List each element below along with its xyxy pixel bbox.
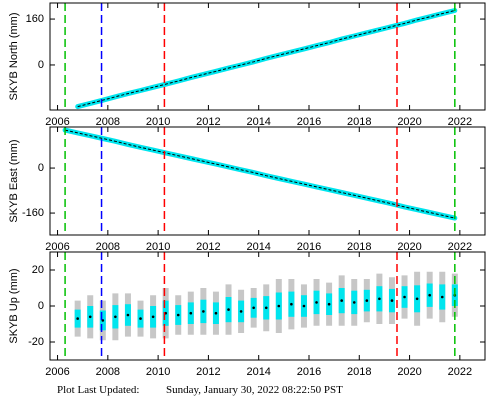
x-tick-label: 2006 bbox=[45, 116, 69, 128]
x-tick-label: 2018 bbox=[347, 116, 371, 128]
x-tick-label: 2010 bbox=[146, 116, 170, 128]
x-tick-label: 2020 bbox=[397, 366, 421, 378]
y-tick-label: -160 bbox=[22, 207, 44, 219]
x-tick-label: 2022 bbox=[448, 366, 472, 378]
trend-point bbox=[126, 313, 130, 317]
x-tick-label: 2018 bbox=[347, 366, 371, 378]
x-tick-label: 2010 bbox=[146, 241, 170, 253]
x-tick-label: 2006 bbox=[45, 366, 69, 378]
plot-frame bbox=[49, 251, 486, 361]
trend-point bbox=[378, 297, 381, 301]
x-tick-label: 2022 bbox=[448, 241, 472, 253]
footer-label: Plot Last Updated: bbox=[57, 384, 140, 396]
trend-point bbox=[277, 304, 281, 308]
trend-point bbox=[202, 310, 205, 313]
x-tick-label: 2018 bbox=[347, 241, 371, 253]
trend-point bbox=[88, 315, 92, 319]
x-tick-label: 2008 bbox=[96, 116, 120, 128]
trend-point bbox=[315, 301, 318, 304]
x-tick-label: 2016 bbox=[297, 366, 321, 378]
trend-point bbox=[403, 295, 406, 299]
x-tick-label: 2016 bbox=[297, 241, 321, 253]
x-tick-label: 2012 bbox=[196, 116, 220, 128]
plot-frame bbox=[49, 2, 486, 111]
trend-point bbox=[264, 306, 268, 310]
footer-timestamp: Sunday, January 30, 2022 08:22:50 PST bbox=[166, 384, 343, 396]
x-tick-label: 2008 bbox=[96, 241, 120, 253]
y-tick-label: 0 bbox=[38, 300, 44, 312]
trend-line bbox=[64, 129, 455, 219]
trend-point bbox=[365, 299, 369, 302]
y-axis-label: SKYB Up (mm) bbox=[8, 268, 20, 343]
trend-point bbox=[290, 302, 293, 306]
y-tick-label: 0 bbox=[38, 59, 44, 71]
x-tick-label: 2012 bbox=[196, 241, 220, 253]
x-tick-label: 2020 bbox=[397, 241, 421, 253]
x-tick-label: 2014 bbox=[246, 241, 270, 253]
trend-point bbox=[239, 310, 243, 313]
trend-point bbox=[340, 299, 343, 302]
trend-point bbox=[139, 317, 142, 320]
trend-point bbox=[415, 297, 419, 301]
y-axis-label: SKYB East (mm) bbox=[8, 139, 20, 222]
x-tick-label: 2022 bbox=[448, 116, 472, 128]
trend-point bbox=[252, 306, 255, 310]
y-tick-label: -20 bbox=[28, 336, 44, 348]
trend-point bbox=[189, 311, 193, 315]
trend-point bbox=[390, 299, 394, 302]
x-tick-label: 2008 bbox=[96, 366, 120, 378]
trend-point bbox=[114, 315, 117, 319]
y-axis-label: SKYB North (mm) bbox=[8, 12, 20, 100]
trend-point bbox=[352, 301, 356, 304]
y-tick-label: 0 bbox=[38, 162, 44, 174]
x-tick-label: 2014 bbox=[246, 116, 270, 128]
trend-point bbox=[302, 304, 306, 308]
trend-point bbox=[214, 311, 218, 315]
trend-point bbox=[428, 293, 431, 297]
data-line bbox=[75, 8, 458, 110]
trend-point bbox=[327, 302, 331, 306]
x-tick-label: 2006 bbox=[45, 241, 69, 253]
y-tick-label: 20 bbox=[32, 264, 44, 276]
y-tick-label: 160 bbox=[26, 13, 44, 25]
trend-point bbox=[176, 313, 180, 317]
trend-point bbox=[440, 295, 444, 299]
plot-frame bbox=[49, 126, 486, 236]
x-tick-label: 2014 bbox=[246, 366, 270, 378]
trend-point bbox=[76, 317, 79, 320]
trend-point bbox=[151, 315, 155, 319]
x-tick-label: 2010 bbox=[146, 366, 170, 378]
x-tick-label: 2016 bbox=[297, 116, 321, 128]
trend-point bbox=[227, 308, 230, 311]
x-tick-label: 2020 bbox=[397, 116, 421, 128]
x-tick-label: 2012 bbox=[196, 366, 220, 378]
